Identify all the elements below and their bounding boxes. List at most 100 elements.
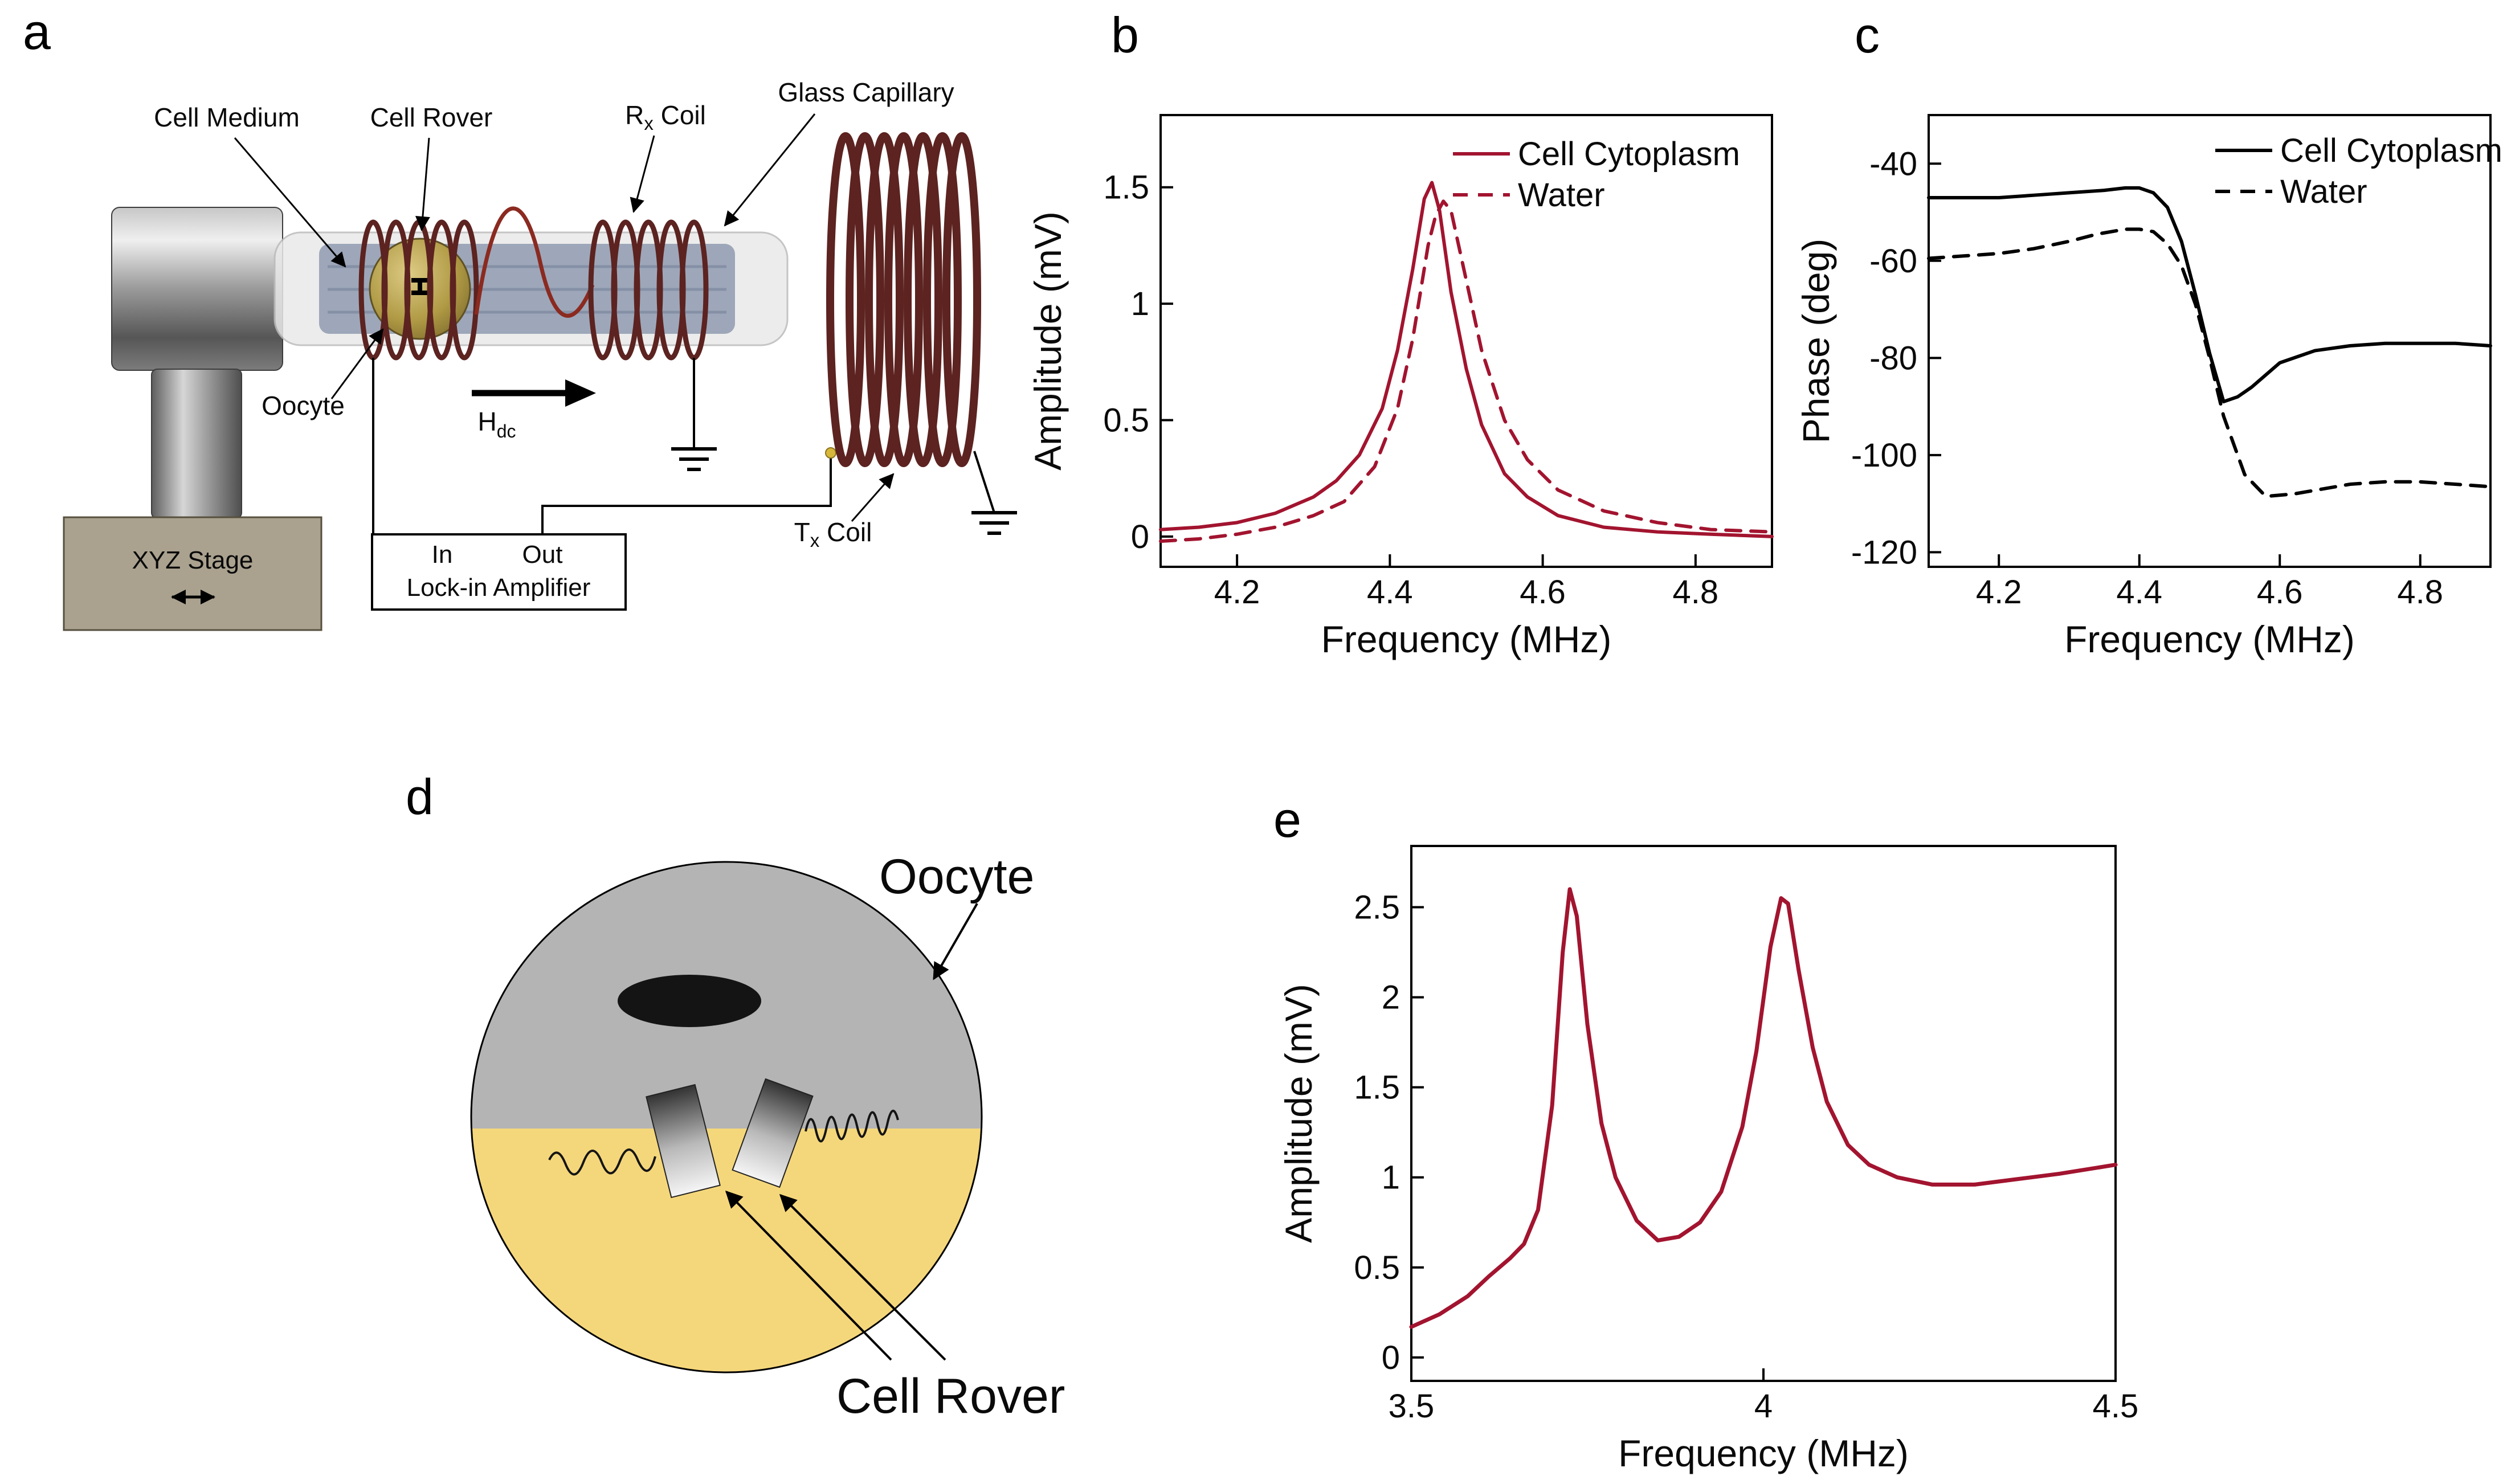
arrow-rx-coil — [630, 135, 655, 213]
arrow-glass-capillary — [724, 113, 816, 227]
x-tick-label: 4.2 — [1214, 574, 1260, 611]
lockin-out-label: Out — [522, 541, 563, 569]
x-axis-label: Frequency (MHz) — [1321, 618, 1612, 660]
oocyte-sphere — [369, 238, 471, 340]
oocyte-label-a: Oocyte — [262, 391, 345, 420]
panel-d-diagram: Oocyte Cell Rover — [470, 849, 1065, 1424]
glass-capillary-tube — [273, 231, 789, 346]
y-tick-label: 0.5 — [1103, 402, 1149, 439]
cell-rover-1 — [646, 1084, 721, 1199]
stage-chuck — [111, 207, 283, 371]
arrow-tx-coil — [851, 473, 895, 522]
y-tick-label: -60 — [1869, 243, 1917, 280]
y-tick-label: 2.5 — [1354, 889, 1400, 926]
xyz-stage-label: XYZ Stage — [132, 546, 254, 574]
panel-letter-e: e — [1273, 791, 1301, 848]
cell-rover-label-d: Cell Rover — [836, 1369, 1065, 1424]
panel-d-arrows — [725, 903, 978, 1361]
tx-ground-symbol — [971, 451, 1017, 535]
chart-dual-resonance: 3.5 4 4.5 0 0.5 1 1.5 2 2.5 Frequency (MHz) Amplit… — [1277, 845, 2139, 1474]
y-tick-label: -120 — [1851, 534, 1917, 571]
arrow-rover-2 — [779, 1193, 946, 1361]
legend-label: Water — [2280, 173, 2367, 210]
series-cell-rover-in-oocyte — [1409, 887, 2118, 1329]
y-tick-label: 1 — [1131, 285, 1149, 322]
lockin-rect — [371, 533, 627, 611]
stage-base — [63, 516, 322, 631]
y-tick-label: 0 — [1131, 518, 1149, 555]
tx-coil — [826, 132, 981, 467]
cell-rover-2 — [732, 1078, 814, 1188]
x-tick-label: 4.4 — [1367, 574, 1413, 611]
arrow-cell-medium — [234, 137, 346, 268]
panel-letter-d: d — [406, 768, 434, 825]
axes-frame — [1928, 114, 2492, 568]
rx-coil-label: Rx Coil — [625, 100, 706, 134]
cell-rover-mark — [411, 278, 428, 295]
lockin-in-label: In — [432, 541, 453, 569]
y-tick-label: 2 — [1382, 979, 1400, 1016]
x-tick-label: 4.2 — [1976, 574, 2022, 611]
x-tick-label: 4 — [1754, 1388, 1773, 1425]
panel-letter-a: a — [23, 3, 51, 60]
y-axis-label: Amplitude (mV) — [1277, 984, 1320, 1243]
series-cell-cytoplasm — [1927, 186, 2492, 404]
glass-capillary-label: Glass Capillary — [778, 77, 954, 107]
x-axis-label: Frequency (MHz) — [1618, 1432, 1909, 1474]
oocyte-outline — [470, 861, 983, 1373]
rx-coil — [588, 219, 709, 361]
hdc-arrow: Hdc — [472, 379, 596, 441]
legend-label: Water — [1518, 177, 1605, 214]
drive-coil — [358, 219, 479, 361]
y-tick-label: -80 — [1869, 340, 1917, 377]
panel-letter-c: c — [1855, 7, 1880, 63]
arrow-rover-1 — [725, 1190, 892, 1361]
rover-coil-left — [548, 1148, 656, 1176]
x-tick-label: 4.5 — [2093, 1388, 2139, 1425]
y-tick-label: 0 — [1382, 1339, 1400, 1376]
arrow-oocyte — [330, 328, 384, 399]
x-tick-label: 4.4 — [2116, 574, 2162, 611]
cell-medium-label: Cell Medium — [154, 103, 300, 132]
chart-phase-vs-frequency: 4.2 4.4 4.6 4.8 -40 -60 -80 -100 -120 Frequency (… — [1795, 114, 2502, 660]
y-tick-label: 0.5 — [1354, 1249, 1400, 1286]
arrow-cell-rover — [415, 137, 430, 231]
hdc-label: Hdc — [477, 407, 516, 441]
x-tick-label: 4.8 — [2397, 574, 2443, 611]
chart-amplitude-vs-frequency: 4.2 4.4 4.6 4.8 0 0.5 1 1.5 Frequency (MHz) Ampli… — [1027, 114, 1774, 660]
panel-letter-b: b — [1111, 7, 1139, 63]
tx-coil-label: Tx Coil — [794, 517, 872, 551]
oocyte-label-d: Oocyte — [879, 849, 1034, 904]
lockin-name-label: Lock-in Amplifier — [407, 574, 591, 602]
stage-column — [151, 369, 242, 519]
series-water — [1927, 227, 2492, 498]
x-tick-label: 4.8 — [1673, 574, 1719, 611]
y-tick-label: 1.5 — [1354, 1069, 1400, 1106]
y-tick-label: 1 — [1382, 1159, 1400, 1196]
oocyte-cell — [470, 861, 983, 1373]
legend-label: Cell Cytoplasm — [2280, 132, 2502, 169]
axes-frame — [1159, 114, 1773, 568]
arrow-oocyte-d — [933, 903, 978, 980]
x-tick-label: 3.5 — [1389, 1388, 1435, 1425]
x-tick-label: 4.6 — [2257, 574, 2303, 611]
axes-frame — [1410, 845, 2117, 1382]
cell-rover-label: Cell Rover — [370, 103, 493, 132]
series-water — [1159, 199, 1774, 543]
series-cell-cytoplasm — [1159, 181, 1774, 538]
tx-feed-dot — [825, 447, 836, 459]
y-axis-label: Phase (deg) — [1795, 239, 1837, 444]
rover-coil-right — [805, 1110, 899, 1143]
y-tick-label: -100 — [1851, 437, 1917, 474]
panel-a-diagram: XYZ Stage — [63, 77, 1017, 631]
y-axis-label: Amplitude (mV) — [1027, 211, 1069, 471]
signal-wave — [474, 206, 595, 318]
lock-in-amplifier-box: In Out Lock-in Amplifier — [371, 533, 627, 611]
x-tick-label: 4.6 — [1520, 574, 1566, 611]
x-axis-label: Frequency (MHz) — [2064, 618, 2355, 660]
annotation-arrows — [234, 113, 895, 522]
rx-ground-symbol — [671, 358, 717, 471]
wire-lockin-to-tx — [541, 453, 832, 534]
y-tick-label: 1.5 — [1103, 169, 1149, 206]
